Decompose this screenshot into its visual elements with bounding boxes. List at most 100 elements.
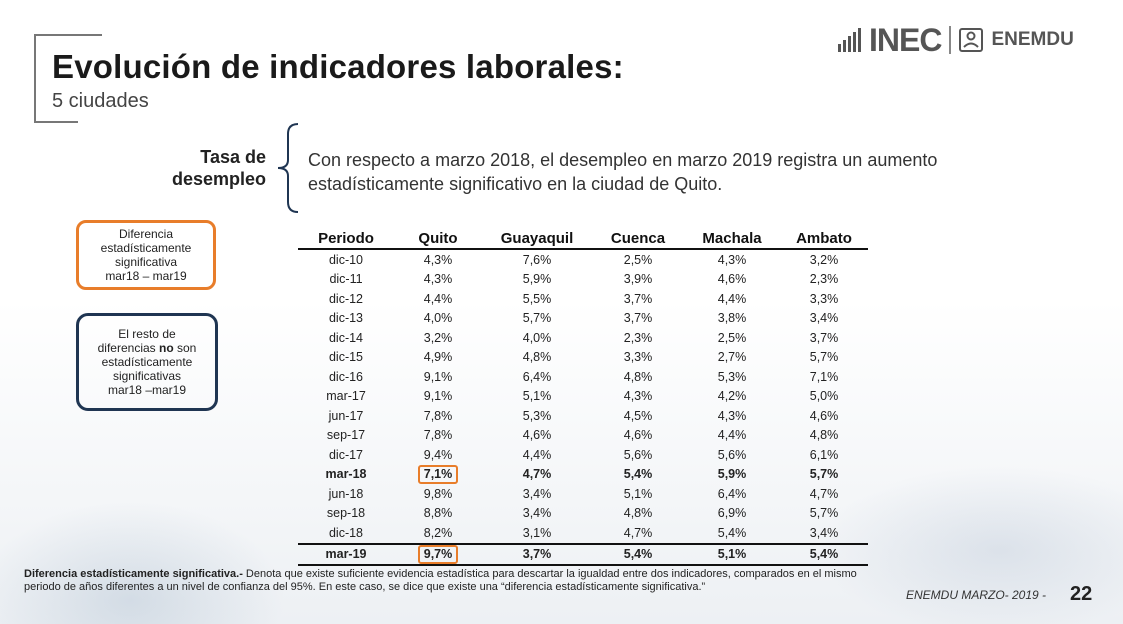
footnote-text: Denota que existe suficiente evidencia e…: [24, 568, 857, 593]
value-cell: 4,8%: [623, 369, 653, 384]
value-cell: 4,7%: [522, 467, 552, 482]
value-cell: 3,4%: [522, 486, 552, 501]
value-cell: 5,1%: [623, 486, 653, 501]
page-title: Evolución de indicadores laborales:: [52, 48, 624, 85]
period-cell: sep-17: [326, 428, 366, 443]
finding-statement: Con respecto a marzo 2018, el desempleo …: [308, 150, 938, 194]
value-cell: 5,7%: [809, 350, 839, 365]
value-cell: 3,2%: [423, 330, 453, 345]
value-cell: 7,8%: [423, 428, 453, 443]
value-cell: 3,8%: [717, 311, 747, 326]
value-cell: 7,8%: [423, 408, 453, 423]
highlighted-value: 9,7%: [417, 544, 459, 564]
col-header-ambato: Ambato: [780, 229, 868, 250]
page-number: 22: [1070, 583, 1093, 605]
table-row: dic-13 4,0% 5,7% 3,7% 3,8% 3,4%: [298, 309, 868, 329]
value-cell: 4,3%: [423, 272, 453, 287]
value-cell: 3,2%: [809, 252, 839, 267]
unemployment-table: Periodo Quito Guayaquil Cuenca Machala A…: [298, 229, 868, 566]
period-cell: mar-17: [326, 389, 366, 404]
value-cell: 4,4%: [717, 428, 747, 443]
legend-significant-line4: mar18 – mar19: [105, 269, 187, 283]
period-cell: mar-19: [298, 542, 394, 566]
logo-divider: [949, 26, 952, 54]
value-cell: 4,4%: [717, 291, 747, 306]
table-row: jun-18 9,8% 3,4% 5,1% 6,4% 4,7%: [298, 484, 868, 504]
title-frame-left: [34, 34, 36, 122]
value-cell: 3,9%: [623, 272, 653, 287]
legend-not-significant-box: El resto de diferencias no son estadísti…: [76, 313, 218, 411]
value-cell: 5,9%: [717, 467, 747, 482]
title-frame-top: [34, 34, 102, 36]
table-row: sep-18 8,8% 3,4% 4,8% 6,9% 5,7%: [298, 504, 868, 524]
table-row: sep-17 7,8% 4,6% 4,6% 4,4% 4,8%: [298, 426, 868, 446]
value-cell: 9,1%: [423, 369, 453, 384]
value-cell: 2,7%: [717, 350, 747, 365]
value-cell: 4,2%: [717, 389, 747, 404]
value-cell: 2,5%: [717, 330, 747, 345]
value-cell: 4,5%: [623, 408, 653, 423]
table-row: dic-11 4,3% 5,9% 3,9% 4,6% 2,3%: [298, 270, 868, 290]
footnote-term: Diferencia estadísticamente significativ…: [24, 568, 243, 580]
value-cell: 4,9%: [423, 350, 453, 365]
value-cell: 4,7%: [623, 525, 653, 540]
period-cell: dic-15: [328, 350, 364, 365]
legend-ns-line2: diferencias no son: [97, 341, 197, 355]
col-header-quito: Quito: [394, 229, 482, 250]
left-brace-icon: [277, 123, 299, 213]
value-cell: 3,7%: [623, 311, 653, 326]
enemdu-emblem-icon: [959, 28, 984, 52]
table-row: mar-19 9,7% 3,7% 5,4% 5,1% 5,4%: [298, 542, 868, 566]
value-cell: 4,6%: [717, 272, 747, 287]
value-cell: 5,4%: [717, 525, 747, 540]
value-cell: 3,1%: [522, 525, 552, 540]
table-row: dic-17 9,4% 4,4% 5,6% 5,6% 6,1%: [298, 445, 868, 465]
value-cell: 3,4%: [809, 525, 839, 540]
value-cell: 4,0%: [423, 311, 453, 326]
value-cell: 5,0%: [809, 389, 839, 404]
legend-ns-line1: El resto de: [118, 327, 176, 341]
legend-ns-line3: estadísticamente: [101, 355, 193, 369]
value-cell: 2,3%: [809, 272, 839, 287]
value-cell: 4,0%: [522, 330, 552, 345]
title-frame-bottom: [34, 121, 78, 123]
inec-wordmark: INEC: [869, 22, 942, 58]
period-cell: mar-18: [325, 467, 367, 482]
value-cell: 5,4%: [623, 467, 653, 482]
period-cell: dic-17: [328, 447, 364, 462]
period-cell: dic-13: [328, 311, 364, 326]
legend-significant-line3: significativa: [114, 255, 178, 269]
value-cell: 4,4%: [423, 291, 453, 306]
legend-significant-box: Diferencia estadísticamente significativ…: [76, 220, 216, 290]
value-cell: 9,7%: [394, 542, 482, 566]
indicator-label-line1: Tasa de: [200, 147, 266, 167]
period-cell: dic-12: [328, 291, 364, 306]
table-row: dic-18 8,2% 3,1% 4,7% 5,4% 3,4%: [298, 523, 868, 544]
value-cell: 4,6%: [522, 428, 552, 443]
value-cell: 3,3%: [809, 291, 839, 306]
col-header-machala: Machala: [684, 229, 780, 250]
table-header-row: Periodo Quito Guayaquil Cuenca Machala A…: [298, 229, 868, 250]
period-cell: jun-18: [328, 486, 364, 501]
background-glow: [0, 300, 1123, 624]
value-cell: 6,9%: [717, 506, 747, 521]
value-cell: 3,7%: [482, 542, 592, 566]
inec-enemdu-logo: INEC ENEMDU: [838, 24, 1074, 56]
period-cell: sep-18: [326, 506, 366, 521]
table-row: mar-17 9,1% 5,1% 4,3% 4,2% 5,0%: [298, 387, 868, 407]
indicator-label: Tasa de desempleo: [150, 146, 266, 190]
value-cell: 4,8%: [623, 506, 653, 521]
indicator-label-line2: desempleo: [171, 169, 266, 189]
value-cell: 6,1%: [809, 447, 839, 462]
value-cell: 5,7%: [809, 467, 839, 482]
table-row: dic-12 4,4% 5,5% 3,7% 4,4% 3,3%: [298, 289, 868, 309]
value-cell: 2,3%: [623, 330, 653, 345]
value-cell: 7,1%: [394, 464, 482, 485]
value-cell: 8,2%: [423, 525, 453, 540]
signal-bars-icon: [838, 28, 861, 52]
value-cell: 4,8%: [522, 350, 552, 365]
value-cell: 3,7%: [623, 291, 653, 306]
value-cell: 5,6%: [623, 447, 653, 462]
value-cell: 3,7%: [809, 330, 839, 345]
value-cell: 3,3%: [623, 350, 653, 365]
